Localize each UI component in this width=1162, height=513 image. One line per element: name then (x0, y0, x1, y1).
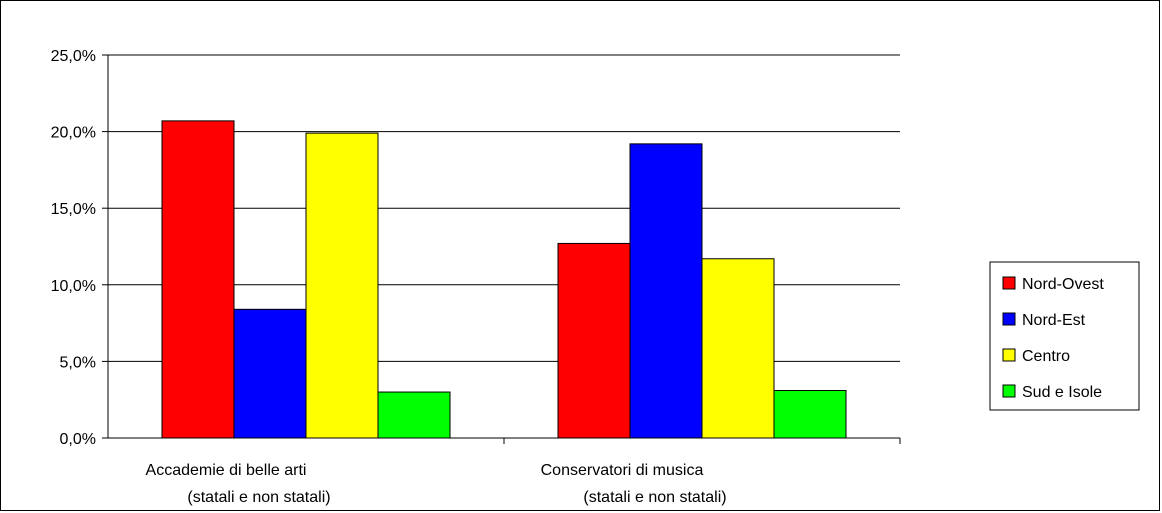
x-category-sublabel: (statali e non statali) (583, 489, 726, 506)
y-tick-label: 20,0% (51, 125, 96, 142)
legend-swatch (1002, 312, 1016, 326)
bar-nord-est (629, 143, 703, 439)
legend: Nord-Ovest Nord-Est Centro Sud e Isole (989, 261, 1140, 411)
bar-sud-e-isole (377, 391, 451, 439)
bar-nord-ovest (161, 120, 235, 439)
legend-swatch (1002, 276, 1016, 290)
legend-label: Nord-Ovest (1022, 276, 1104, 293)
bars (161, 120, 847, 439)
bar-centro (701, 258, 775, 439)
bar-nord-est (233, 308, 307, 439)
y-tick-labels: 0,0% 5,0% 10,0% 15,0% 20,0% 25,0% (51, 48, 96, 448)
x-category-sublabel: (statali e non statali) (187, 489, 330, 506)
legend-label: Centro (1022, 348, 1070, 365)
x-category-label: Conservatori di musica (541, 462, 704, 479)
legend-label: Sud e Isole (1022, 384, 1102, 401)
legend-swatch (1002, 348, 1016, 362)
axes (102, 54, 901, 444)
legend-swatch (1002, 384, 1016, 398)
legend-label: Nord-Est (1022, 312, 1086, 329)
x-category-label: Accademie di belle arti (146, 462, 307, 479)
y-tick-label: 5,0% (60, 354, 96, 371)
y-tick-label: 10,0% (51, 278, 96, 295)
bar-centro (305, 132, 379, 439)
y-tick-label: 0,0% (60, 431, 96, 448)
x-category-labels: Accademie di belle arti (statali e non st… (146, 462, 727, 506)
y-tick-label: 25,0% (51, 48, 96, 65)
bar-sud-e-isole (773, 390, 847, 439)
bar-nord-ovest (557, 242, 631, 439)
y-tick-label: 15,0% (51, 201, 96, 218)
